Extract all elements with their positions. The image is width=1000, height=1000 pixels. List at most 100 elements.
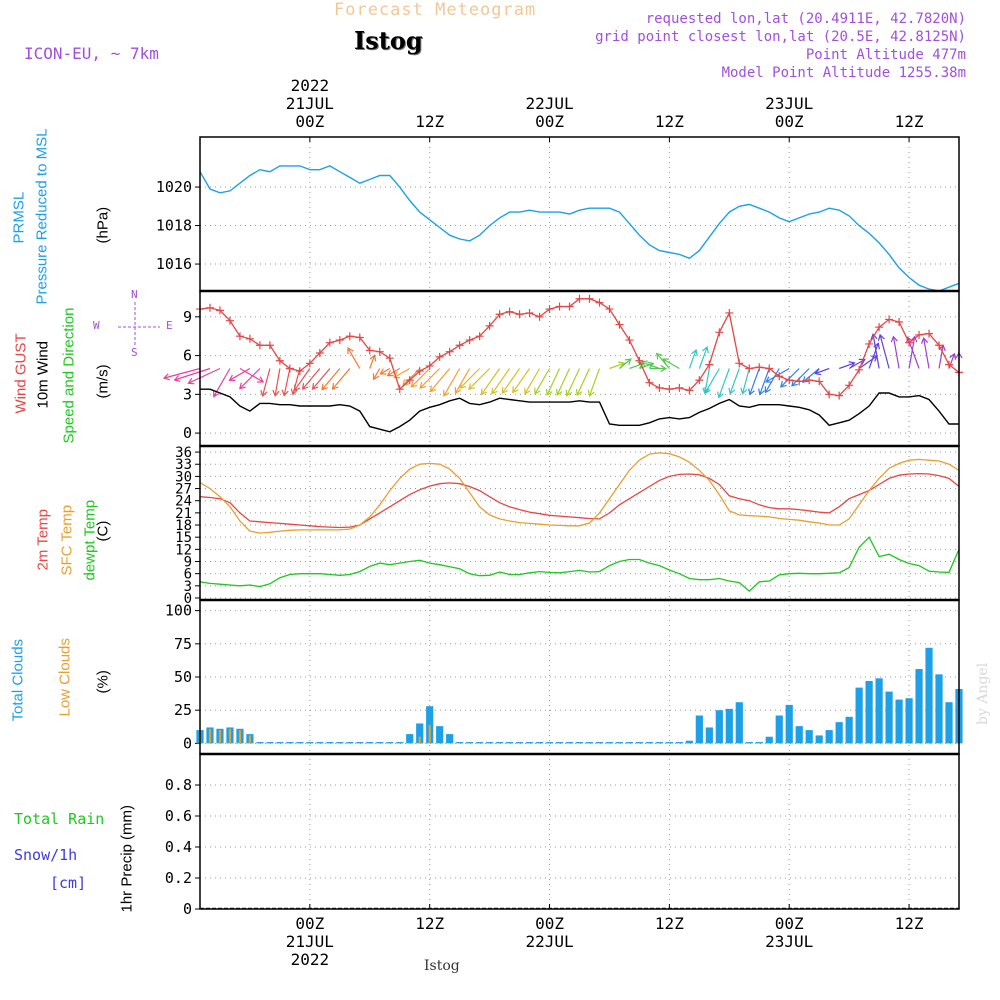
gust-marker (605, 305, 614, 314)
wind-arrow (546, 368, 561, 396)
total-cloud-bar (695, 715, 703, 744)
ytick-label: 0.8 (165, 776, 192, 794)
total-cloud-bar (306, 742, 314, 744)
total-cloud-bar (615, 742, 624, 744)
total-cloud-bar (256, 742, 264, 744)
low-cloud-bar (238, 730, 242, 744)
gust-marker (465, 336, 474, 345)
wind-arrow (688, 349, 697, 369)
gust-marker (525, 308, 534, 317)
total-cloud-bar (745, 742, 753, 744)
gust-marker (235, 332, 244, 341)
wind-arrow (373, 368, 381, 380)
wind-arrow-head (162, 373, 170, 381)
wind-arrow-head (624, 358, 632, 365)
total-cloud-bar (835, 722, 843, 744)
wind-arrow-head (272, 389, 280, 397)
panel-frame (199, 445, 960, 601)
wind-arrow-head (848, 361, 856, 368)
total-cloud-bar (316, 742, 324, 744)
requested-coords: requested lon,lat (20.4911E, 42.7820N) (645, 11, 966, 27)
wind-arrow (332, 368, 351, 390)
wind-arrow-head (717, 391, 724, 399)
sfc-temp-line (199, 452, 960, 534)
gust-marker (455, 341, 464, 350)
wind-arrow-head (545, 388, 553, 397)
wind-arrow (188, 367, 221, 384)
ytick-label: 21 (175, 506, 192, 522)
pressure-line (199, 165, 960, 292)
ytick-label: 24 (175, 494, 192, 510)
total-cloud-bar (755, 742, 763, 744)
wind-arrow-head (369, 354, 377, 362)
wind-arrow (609, 362, 625, 370)
total-cloud-bar (346, 742, 354, 744)
total-cloud-bar (446, 734, 454, 744)
wind-arrow-head (758, 388, 765, 396)
total-cloud-bar (326, 742, 334, 744)
gust-marker (835, 391, 844, 400)
wind-arrow (501, 368, 521, 394)
gust-marker (625, 336, 634, 345)
wind-arrow (443, 368, 461, 397)
wind-arrow (764, 368, 780, 393)
total-cloud-bar (855, 687, 863, 744)
wind-arrow (556, 368, 571, 396)
wind-arrow (229, 367, 251, 381)
wind-arrow-head (290, 388, 298, 396)
low-cloud-bar (248, 735, 252, 744)
wind-arrow (619, 358, 632, 369)
wind-arrow-head (331, 383, 339, 390)
wind-arrow-head (443, 389, 450, 397)
gust-line (199, 298, 960, 397)
wind-arrow-head (587, 389, 595, 398)
gust-marker (665, 385, 674, 394)
ytick-label: 75 (174, 635, 192, 653)
total-cloud-bar (635, 742, 644, 744)
total-cloud-bar (795, 726, 803, 744)
wind-arrow-head (802, 376, 809, 383)
bottom-time-label: 00Z (535, 914, 564, 933)
ytick-label: 1020 (156, 178, 192, 196)
gust-marker (575, 294, 584, 303)
total-cloud-bar (466, 742, 474, 744)
total-cloud-bar (476, 742, 484, 744)
wind-arrow-head (213, 390, 220, 398)
wind-arrow-head (311, 383, 319, 390)
wind-arrow-head (877, 333, 885, 341)
wind-arrow (261, 368, 271, 397)
ytick-label: 0 (183, 900, 192, 918)
wind-arrow-head (814, 368, 822, 376)
total-cloud-bar (336, 742, 344, 744)
gust-marker (885, 315, 894, 324)
compass-e: E (166, 319, 173, 332)
gust-marker (815, 377, 824, 386)
wind-arrow-head (347, 347, 354, 355)
bottom-time-label: 12Z (895, 914, 924, 933)
gust-marker (755, 363, 764, 372)
ytick-label: 0 (184, 591, 192, 607)
ytick-label: 6 (184, 567, 192, 583)
total-cloud-bar (945, 702, 953, 744)
low-cloud-bar (218, 730, 222, 744)
total-cloud-bar (525, 742, 534, 744)
wind-arrow (741, 368, 750, 394)
wind-arrow-head (491, 387, 498, 395)
bottom-time-label: 00Z (295, 914, 324, 933)
gust-marker (915, 330, 924, 339)
gust-marker (645, 378, 654, 387)
gust-marker (545, 305, 554, 314)
ytick-label: 0.4 (165, 838, 192, 856)
ytick-label: 1016 (156, 255, 192, 273)
wind-arrow (938, 345, 944, 369)
wind-arrow (892, 336, 900, 369)
wind-arrow-head (890, 335, 898, 343)
wind-arrow (656, 353, 670, 369)
total-cloud-bar (296, 742, 304, 744)
wind-arrow (704, 368, 720, 394)
bottom-time-label: 2022 (291, 950, 330, 969)
wind-arrow (369, 355, 376, 369)
gust-marker (685, 386, 694, 395)
total-cloud-bar (665, 742, 673, 744)
wind-arrow (704, 368, 710, 394)
